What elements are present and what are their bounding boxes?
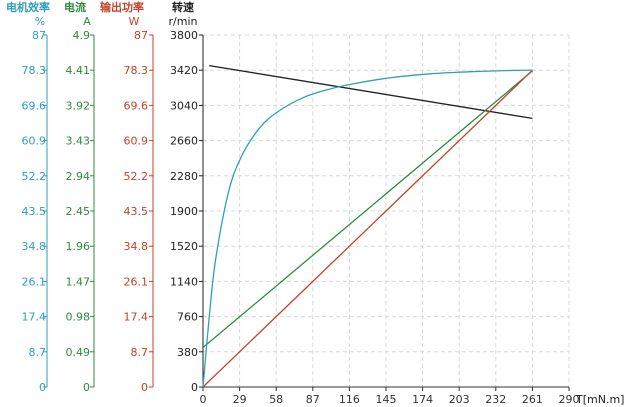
speed-tick-label: 380: [177, 346, 198, 359]
efficiency-tick-label: 43.5: [22, 205, 47, 218]
output_power-axis-title: 输出功率: [100, 0, 144, 14]
output_power-curve: [202, 69, 533, 388]
speed-axis-title: 转速: [172, 0, 194, 14]
efficiency-tick-label: 17.4: [22, 311, 47, 324]
output_power-tick-label: 0: [141, 381, 148, 394]
speed-tick-label: 2280: [170, 170, 198, 183]
x-tick-label: 87: [306, 393, 320, 406]
speed-tick-label: 0: [191, 381, 198, 394]
speed-curve: [209, 64, 533, 120]
x-tick-label: 29: [233, 393, 247, 406]
current-tick-label: 2.45: [66, 205, 91, 218]
current-tick-label: 1.96: [66, 240, 91, 253]
output_power-tick-label: 60.9: [124, 135, 149, 148]
output_power-axis-unit: W: [129, 15, 140, 28]
current-tick-label: 0.49: [66, 346, 91, 359]
efficiency-tick-label: 52.2: [22, 170, 47, 183]
x-tick-label: 232: [485, 393, 506, 406]
speed-axis-unit: r/min: [169, 15, 198, 28]
current-tick-label: 4.41: [66, 64, 91, 77]
current-tick-label: 3.43: [66, 135, 91, 148]
x-tick-label: 290: [559, 393, 580, 406]
efficiency-tick-label: 26.1: [22, 275, 47, 288]
output_power-tick-label: 17.4: [124, 311, 149, 324]
current-tick-label: 4.9: [73, 29, 91, 42]
efficiency-axis-title: 电机效率: [6, 0, 50, 14]
current-tick-label: 0: [83, 381, 90, 394]
series-layer: [202, 64, 533, 388]
output_power-tick-label: 8.7: [131, 346, 149, 359]
efficiency-tick-label: 34.8: [22, 240, 47, 253]
efficiency-axis-unit: %: [35, 15, 45, 28]
output_power-tick-label: 52.2: [124, 170, 149, 183]
current-curve: [202, 70, 533, 348]
x-tick-label: 174: [412, 393, 433, 406]
efficiency-tick-label: 78.3: [22, 64, 47, 77]
efficiency-tick-label: 69.6: [22, 99, 47, 112]
speed-tick-label: 760: [177, 311, 198, 324]
current-tick-label: 3.92: [66, 99, 91, 112]
x-tick-label: 116: [339, 393, 360, 406]
current-tick-label: 2.94: [66, 170, 91, 183]
efficiency-curve: [202, 69, 533, 388]
output_power-tick-label: 69.6: [124, 99, 149, 112]
speed-tick-label: 1900: [170, 205, 198, 218]
x-axis-label: T[mN.m]: [575, 393, 624, 406]
output_power-tick-label: 87: [134, 29, 148, 42]
current-tick-label: 1.47: [66, 275, 91, 288]
x-tick-label: 261: [522, 393, 543, 406]
efficiency-tick-label: 0: [39, 381, 46, 394]
axes: [43, 34, 570, 391]
current-axis-unit: A: [83, 15, 91, 28]
output_power-tick-label: 43.5: [124, 205, 149, 218]
efficiency-tick-label: 8.7: [29, 346, 47, 359]
output_power-tick-label: 78.3: [124, 64, 149, 77]
speed-tick-label: 1140: [170, 275, 198, 288]
x-tick-label: 145: [376, 393, 397, 406]
current-tick-label: 0.98: [66, 311, 91, 324]
efficiency-tick-label: 87: [32, 29, 46, 42]
efficiency-tick-label: 60.9: [22, 135, 47, 148]
speed-tick-label: 3420: [170, 64, 198, 77]
speed-tick-label: 2660: [170, 135, 198, 148]
speed-tick-label: 3040: [170, 99, 198, 112]
speed-tick-label: 1520: [170, 240, 198, 253]
output_power-tick-label: 34.8: [124, 240, 149, 253]
output_power-tick-label: 26.1: [124, 275, 149, 288]
current-axis-title: 电流: [64, 0, 86, 14]
x-tick-label: 0: [200, 393, 207, 406]
x-tick-label: 58: [269, 393, 283, 406]
x-tick-label: 203: [449, 393, 470, 406]
speed-tick-label: 3800: [170, 29, 198, 42]
